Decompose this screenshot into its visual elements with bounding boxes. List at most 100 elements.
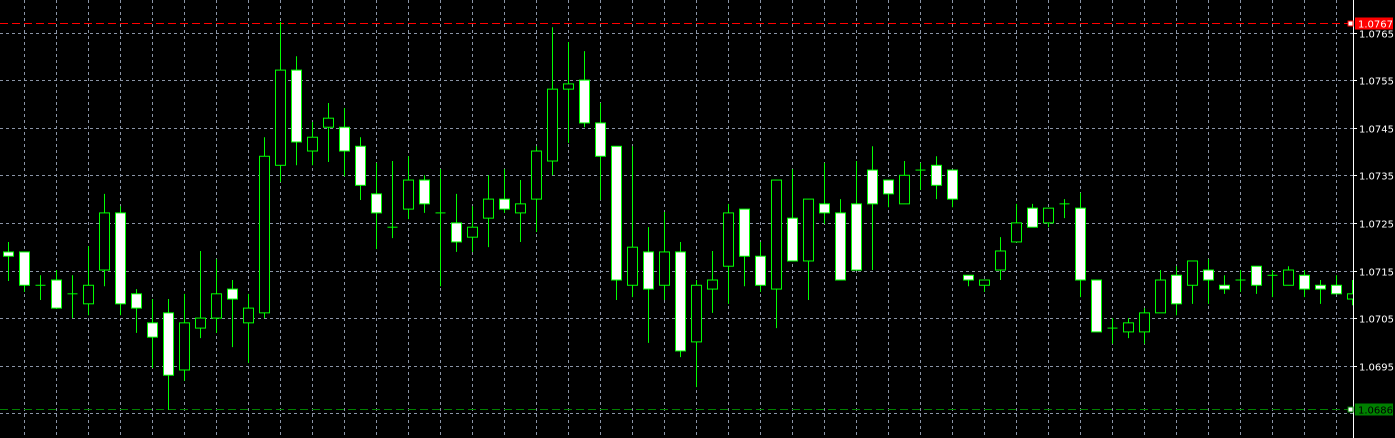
candle-body-bearish <box>883 179 894 195</box>
candle-body-bearish <box>611 145 622 281</box>
candle-body-bearish <box>419 179 430 205</box>
candle-body-bearish <box>3 251 14 257</box>
price-tag-label: 1.0686 <box>1358 406 1393 417</box>
candle <box>83 246 94 316</box>
candle-body-bearish <box>963 274 974 281</box>
candle-body-bullish <box>483 198 494 219</box>
candle-body-bearish <box>1331 284 1342 295</box>
candle <box>1155 270 1166 314</box>
y-tick-label: 1.0755 <box>1359 77 1394 88</box>
candle-body-bearish <box>1315 284 1326 290</box>
candle-body-bearish <box>163 312 174 376</box>
candle-body-bullish <box>211 293 222 319</box>
candle-body-bearish <box>1251 265 1262 286</box>
candle-body-bearish <box>19 251 30 286</box>
candle <box>803 198 814 301</box>
candle <box>483 175 494 248</box>
candle <box>115 206 126 316</box>
candle <box>35 275 46 301</box>
candle-body-bullish <box>195 317 206 329</box>
candle-body-bearish <box>819 203 830 214</box>
candle <box>595 102 606 201</box>
candle-body-bearish <box>675 251 686 352</box>
candle <box>1027 203 1038 228</box>
candle <box>1347 280 1353 306</box>
candle-body-bearish <box>1091 279 1102 333</box>
candle <box>739 208 750 287</box>
candle <box>147 299 158 369</box>
candle <box>1091 279 1102 333</box>
candle-body-bullish <box>1011 222 1022 243</box>
candle <box>1219 275 1230 294</box>
candle-body-bullish <box>659 251 670 286</box>
candle-body-bearish <box>371 193 382 214</box>
candle-body-bullish <box>547 88 558 162</box>
candle <box>835 199 846 281</box>
candle <box>931 156 942 200</box>
candle-body-bullish <box>515 203 526 214</box>
candle <box>515 180 526 242</box>
candle-body-bullish <box>99 212 110 271</box>
candle-body-bearish <box>851 203 862 271</box>
candle-body-bullish <box>707 279 718 290</box>
candle-body-bullish <box>83 284 94 305</box>
candle <box>419 175 430 213</box>
y-tick-label: 1.0695 <box>1359 363 1394 374</box>
candle <box>899 161 910 205</box>
candle <box>659 211 670 301</box>
candle <box>563 42 574 143</box>
candle <box>771 179 782 329</box>
candle-body-bullish <box>691 284 702 343</box>
candle <box>291 56 302 166</box>
candle-body-bullish <box>531 150 542 200</box>
candle-body-bearish <box>579 79 590 124</box>
candle <box>643 227 654 343</box>
candle-body-bearish <box>147 322 158 338</box>
price-lines <box>0 23 1353 410</box>
candle <box>691 280 702 388</box>
candle <box>339 108 350 177</box>
candle <box>323 102 334 162</box>
y-tick-label: 1.0745 <box>1359 125 1394 136</box>
candle <box>915 162 926 191</box>
y-tick-label: 1.0705 <box>1359 315 1394 326</box>
candle-body-bearish <box>947 169 958 200</box>
candle-body-bearish <box>339 126 350 152</box>
price-axis[interactable]: 1.0765 1.0755 1.0745 1.0735 1.0725 1.0715 1.07… <box>1353 30 1394 374</box>
candle-body-bullish <box>1155 279 1166 314</box>
candle-body-bearish <box>499 198 510 210</box>
candle-body-bearish <box>1299 274 1310 290</box>
candle-body-bullish <box>627 246 638 286</box>
candle-body-bearish <box>355 145 366 186</box>
candle <box>451 193 462 252</box>
candle-body-bullish <box>1139 312 1150 333</box>
candle <box>947 169 958 208</box>
candle <box>131 289 142 333</box>
candle <box>1331 275 1342 295</box>
candle <box>499 169 510 213</box>
candle-body-bullish <box>723 212 734 267</box>
candle-body-bearish <box>643 251 654 290</box>
candle <box>531 146 542 232</box>
candle-body-bullish <box>259 155 270 314</box>
candle-body-bearish <box>931 164 942 186</box>
candle-body-bullish <box>899 174 910 205</box>
candle-body-bearish <box>755 255 766 286</box>
candle <box>1187 260 1198 304</box>
candle <box>1139 308 1150 344</box>
candle <box>611 145 622 301</box>
candle <box>1043 207 1054 228</box>
candle <box>275 22 286 182</box>
candle <box>1267 270 1278 298</box>
candle <box>979 279 990 292</box>
candle <box>963 274 974 287</box>
candle <box>579 51 590 128</box>
candle <box>179 293 190 381</box>
candle-body-bearish <box>227 288 238 300</box>
candle-body-bearish <box>1075 207 1086 281</box>
candle <box>227 280 238 348</box>
candle-body-bullish <box>275 69 286 166</box>
candle-body-bullish <box>1043 207 1054 224</box>
candle <box>1283 266 1294 286</box>
candle <box>307 121 318 166</box>
